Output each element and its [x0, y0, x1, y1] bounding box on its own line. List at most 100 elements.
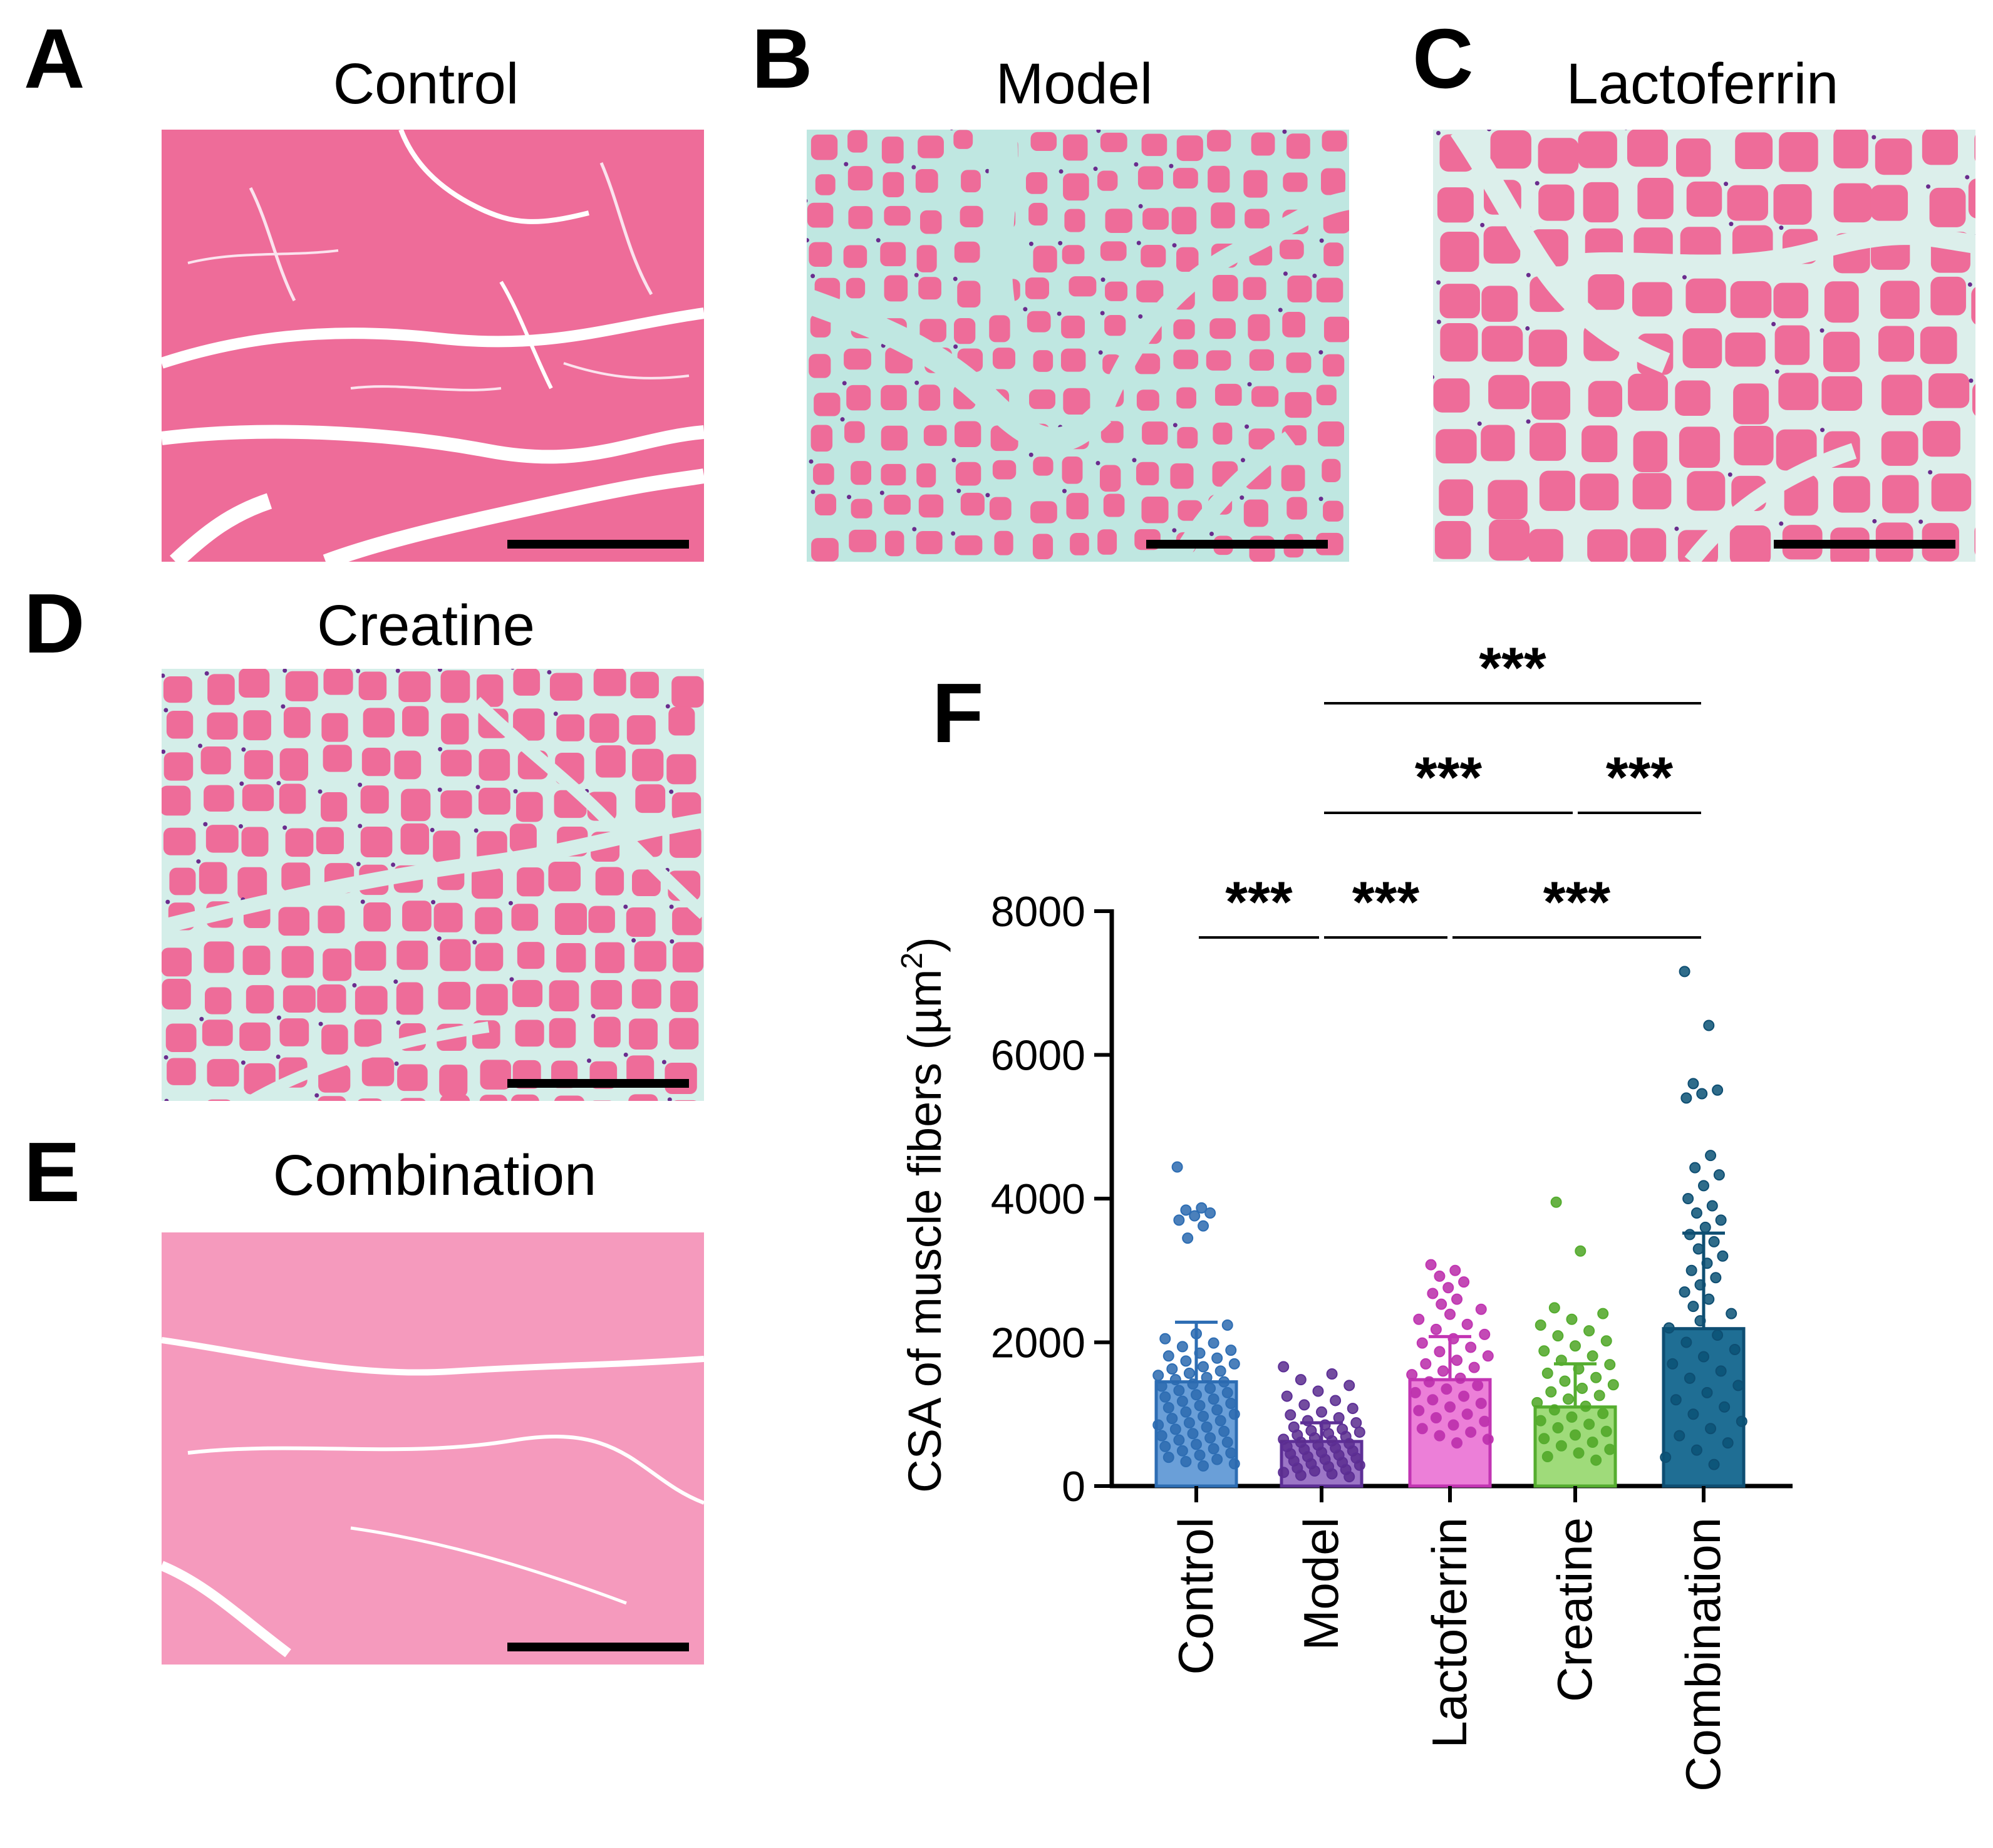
lactoferrin-fiber [1929, 187, 1966, 227]
data-point [1180, 1204, 1192, 1216]
lactoferrin-fiber [1774, 325, 1810, 365]
data-point [1604, 1359, 1616, 1371]
data-point [1180, 1355, 1192, 1367]
model-fiber [1069, 276, 1097, 297]
model-fiber [960, 492, 985, 516]
model-fiber [1100, 241, 1127, 261]
creatine-fiber [207, 674, 235, 705]
creatine-fiber [323, 948, 352, 981]
lactoferrin-fiber [1725, 332, 1766, 367]
lactoferrin-nucleus [1526, 419, 1531, 424]
creatine-nucleus [437, 787, 442, 792]
lactoferrin-nucleus [1436, 130, 1441, 135]
model-fiber [1243, 499, 1268, 527]
creatine-fiber [237, 867, 267, 900]
model-fiber [989, 315, 1010, 343]
model-nucleus [807, 199, 808, 203]
data-point [1211, 1352, 1223, 1364]
panel-d: D Creatine [24, 576, 704, 1101]
creatine-fiber [402, 901, 432, 932]
scale-bar-creatine [507, 1079, 689, 1088]
creatine-fiber [279, 783, 306, 814]
model-nucleus [1169, 163, 1174, 168]
model-fiber [1251, 386, 1279, 407]
model-fiber [1100, 132, 1127, 152]
model-fiber [1135, 353, 1161, 374]
creatine-fiber [476, 984, 508, 1016]
creatine-nucleus [430, 827, 435, 832]
model-fiber [1137, 166, 1163, 190]
creatine-nucleus [475, 785, 480, 790]
creatine-fiber [163, 676, 192, 703]
data-point [1211, 1404, 1223, 1416]
data-point [1162, 1401, 1174, 1413]
data-point [1548, 1404, 1560, 1416]
data-point [1570, 1340, 1581, 1352]
data-point [1555, 1440, 1567, 1452]
creatine-nucleus [276, 1015, 281, 1020]
x-tick-label: Creatine [1547, 1517, 1602, 1702]
lactoferrin-fiber [1433, 378, 1470, 413]
creatine-fiber [671, 792, 701, 821]
data-point [1159, 1440, 1171, 1452]
model-fiber [810, 425, 833, 452]
model-nucleus [1132, 458, 1137, 463]
model-fiber [1027, 311, 1051, 333]
creatine-fiber [318, 906, 345, 934]
lactoferrin-fiber [1481, 286, 1518, 322]
creatine-fiber [672, 907, 702, 936]
model-fiber [1030, 501, 1057, 524]
tissue-texture-creatine [162, 669, 704, 1101]
creatine-fiber [397, 1064, 428, 1092]
data-point [1198, 1410, 1209, 1422]
model-nucleus [914, 272, 919, 277]
model-fiber [1322, 458, 1341, 483]
model-fiber [1248, 314, 1270, 341]
data-point [1689, 1162, 1701, 1174]
creatine-nucleus [358, 823, 363, 829]
data-point [1680, 1336, 1692, 1348]
data-point [1228, 1358, 1240, 1370]
lactoferrin-fiber [1727, 185, 1768, 221]
model-fiber [851, 498, 872, 519]
creatine-fiber [513, 708, 545, 741]
creatine-fiber [162, 785, 191, 816]
data-point [1201, 1371, 1213, 1383]
lactoferrin-fiber [1833, 476, 1870, 513]
lactoferrin-nucleus [1682, 275, 1687, 280]
model-nucleus [1100, 277, 1105, 282]
model-fiber [1286, 352, 1312, 373]
data-point [1316, 1406, 1327, 1418]
creatine-fiber [400, 823, 430, 855]
data-point [1587, 1350, 1598, 1362]
data-point [1173, 1214, 1185, 1226]
model-fiber [1245, 209, 1270, 229]
creatine-fiber [477, 674, 504, 707]
model-fiber [916, 245, 937, 272]
lactoferrin-nucleus [1436, 280, 1441, 285]
model-fiber [1243, 277, 1266, 301]
creatine-fiber [549, 1018, 576, 1048]
creatine-fiber [668, 706, 695, 736]
data-point [1713, 1169, 1725, 1181]
data-point [1442, 1282, 1454, 1294]
model-fiber [1283, 172, 1308, 192]
creatine-fiber [632, 869, 661, 897]
model-fiber [1207, 130, 1231, 152]
lactoferrin-nucleus [1779, 521, 1784, 526]
tissue-texture-combination [162, 1337, 704, 1658]
data-point [1468, 1361, 1480, 1373]
data-point [1176, 1395, 1188, 1407]
creatine-fiber [626, 907, 656, 937]
model-nucleus [953, 276, 958, 281]
lactoferrin-nucleus [1779, 225, 1784, 230]
data-point [1406, 1369, 1418, 1381]
model-nucleus [1172, 528, 1177, 533]
data-point [1312, 1385, 1324, 1397]
data-point [1176, 1445, 1188, 1457]
model-fiber [1063, 134, 1088, 161]
model-fiber [1214, 383, 1242, 406]
creatine-nucleus [241, 747, 246, 752]
lactoferrin-fiber [1734, 425, 1774, 466]
